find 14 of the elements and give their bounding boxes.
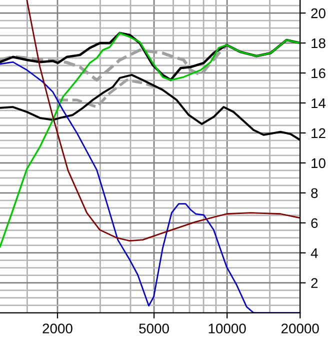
x-tick-label: 2000 bbox=[42, 324, 72, 334]
y-tick-label: 16 bbox=[312, 68, 326, 78]
y-tick-label: 20 bbox=[311, 8, 326, 18]
x-tick-label: 5000 bbox=[139, 324, 169, 334]
y-tick-label: 6 bbox=[311, 218, 318, 228]
y-tick-label: 8 bbox=[311, 188, 318, 198]
x-tick-label: 10000 bbox=[208, 324, 246, 334]
y-tick-label: 10 bbox=[312, 158, 326, 168]
y-tick-label: 12 bbox=[312, 128, 326, 138]
x-tick-label: 20000 bbox=[282, 324, 319, 334]
y-tick-label: 4 bbox=[310, 248, 318, 258]
y-tick-label: 14 bbox=[312, 98, 326, 108]
y-tick-label: 2 bbox=[311, 278, 318, 288]
y-tick-label: 18 bbox=[312, 38, 326, 48]
